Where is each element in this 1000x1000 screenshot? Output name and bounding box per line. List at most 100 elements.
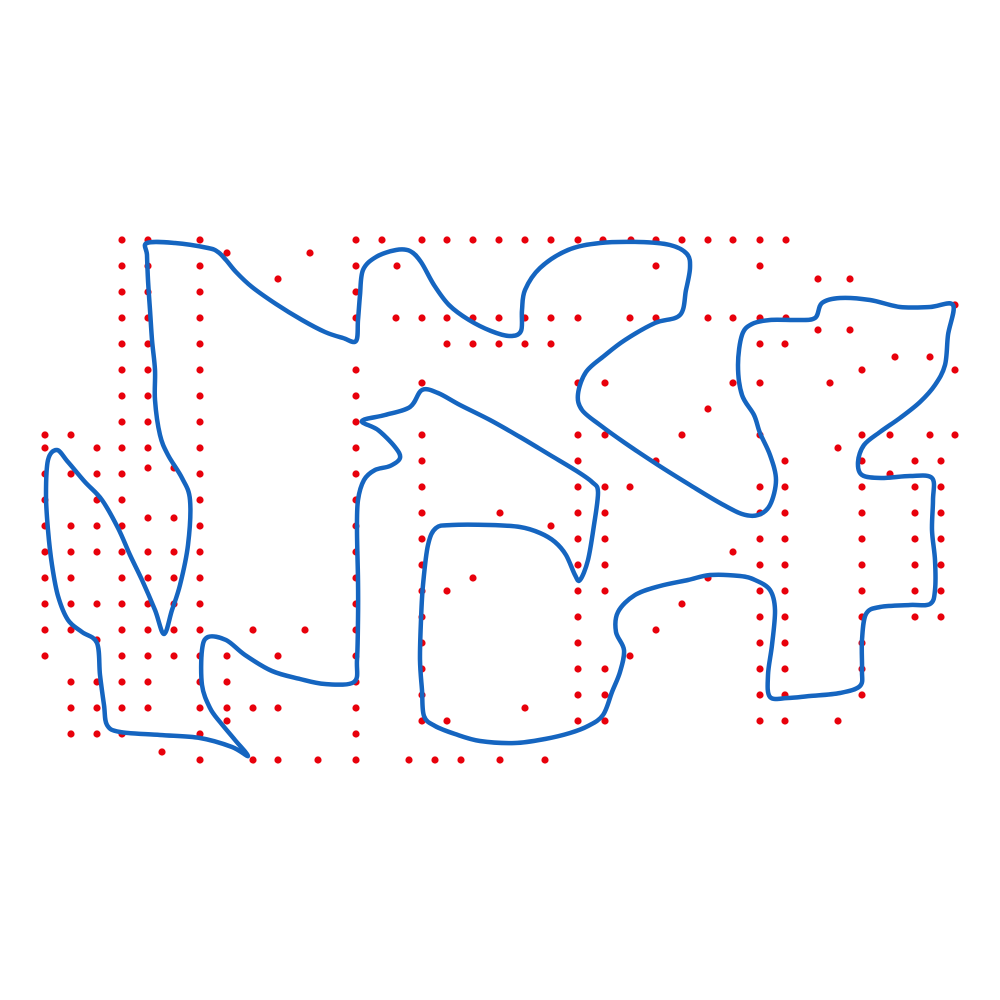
sample-point [443, 236, 451, 244]
sample-point [951, 431, 959, 439]
sample-point [469, 236, 477, 244]
sample-point [729, 314, 737, 322]
sample-point [858, 509, 866, 517]
sample-point [911, 457, 919, 465]
sample-point [937, 587, 945, 595]
sample-point [196, 704, 204, 712]
sample-point [392, 314, 400, 322]
sample-point [846, 326, 854, 334]
sample-point [144, 574, 152, 582]
sample-point [41, 444, 49, 452]
sample-point [118, 678, 126, 686]
sample-point [601, 561, 609, 569]
sample-point [756, 691, 764, 699]
sample-point [756, 639, 764, 647]
sample-point [170, 652, 178, 660]
sample-point [574, 483, 582, 491]
sample-point [93, 704, 101, 712]
sample-point [781, 535, 789, 543]
sample-point [756, 262, 764, 270]
sample-point [93, 522, 101, 530]
sample-point [118, 600, 126, 608]
sample-point [41, 626, 49, 634]
sample-point [378, 236, 386, 244]
sample-point [196, 626, 204, 634]
sample-point [158, 748, 166, 756]
sample-point [926, 353, 934, 361]
sample-point [41, 431, 49, 439]
sample-point [144, 678, 152, 686]
sample-point [249, 704, 257, 712]
sample-point [729, 379, 737, 387]
sample-point [67, 548, 75, 556]
sample-point [601, 535, 609, 543]
sample-point [93, 548, 101, 556]
sample-point [352, 730, 360, 738]
sample-point [782, 236, 790, 244]
sample-point [144, 464, 152, 472]
sample-point [521, 340, 529, 348]
sample-point [352, 444, 360, 452]
sample-point [601, 483, 609, 491]
sample-point [937, 509, 945, 517]
sample-point [652, 262, 660, 270]
sample-point [496, 509, 504, 517]
sample-point [418, 483, 426, 491]
sample-point [170, 548, 178, 556]
sample-point [574, 561, 582, 569]
sample-point [196, 496, 204, 504]
sample-point [601, 587, 609, 595]
sample-point [756, 587, 764, 595]
sample-point [574, 431, 582, 439]
sample-point [678, 431, 686, 439]
sample-point [393, 262, 401, 270]
sample-point [352, 470, 360, 478]
sample-point [352, 418, 360, 426]
sample-point [911, 613, 919, 621]
sample-point [781, 665, 789, 673]
sample-point [781, 509, 789, 517]
sample-point [196, 418, 204, 426]
sample-point [118, 496, 126, 504]
sample-point [196, 366, 204, 374]
sample-point [574, 691, 582, 699]
sample-point [249, 756, 257, 764]
sample-point [144, 548, 152, 556]
sample-point [937, 535, 945, 543]
sample-point [170, 626, 178, 634]
sample-point [223, 717, 231, 725]
sample-point [67, 600, 75, 608]
sample-point [118, 366, 126, 374]
sample-point [274, 275, 282, 283]
sample-point [352, 704, 360, 712]
sample-point [405, 756, 413, 764]
sample-point [826, 379, 834, 387]
sample-point [495, 236, 503, 244]
sample-point [626, 652, 634, 660]
sample-point [574, 587, 582, 595]
sample-point [601, 431, 609, 439]
sample-point [756, 561, 764, 569]
sample-point [67, 626, 75, 634]
sample-point [352, 756, 360, 764]
sample-point [547, 340, 555, 348]
sample-point [756, 717, 764, 725]
sample-point [858, 535, 866, 543]
sample-point [223, 249, 231, 257]
sample-point [858, 483, 866, 491]
sample-point [67, 730, 75, 738]
sample-point [926, 431, 934, 439]
sample-point [93, 470, 101, 478]
sample-point [223, 704, 231, 712]
sample-point [118, 574, 126, 582]
sample-point [274, 704, 282, 712]
sample-point [118, 236, 126, 244]
sample-point [756, 379, 764, 387]
sample-point [937, 613, 945, 621]
sample-point [601, 691, 609, 699]
sample-point [223, 652, 231, 660]
sample-point [118, 418, 126, 426]
sample-point [118, 262, 126, 270]
sample-point [223, 678, 231, 686]
